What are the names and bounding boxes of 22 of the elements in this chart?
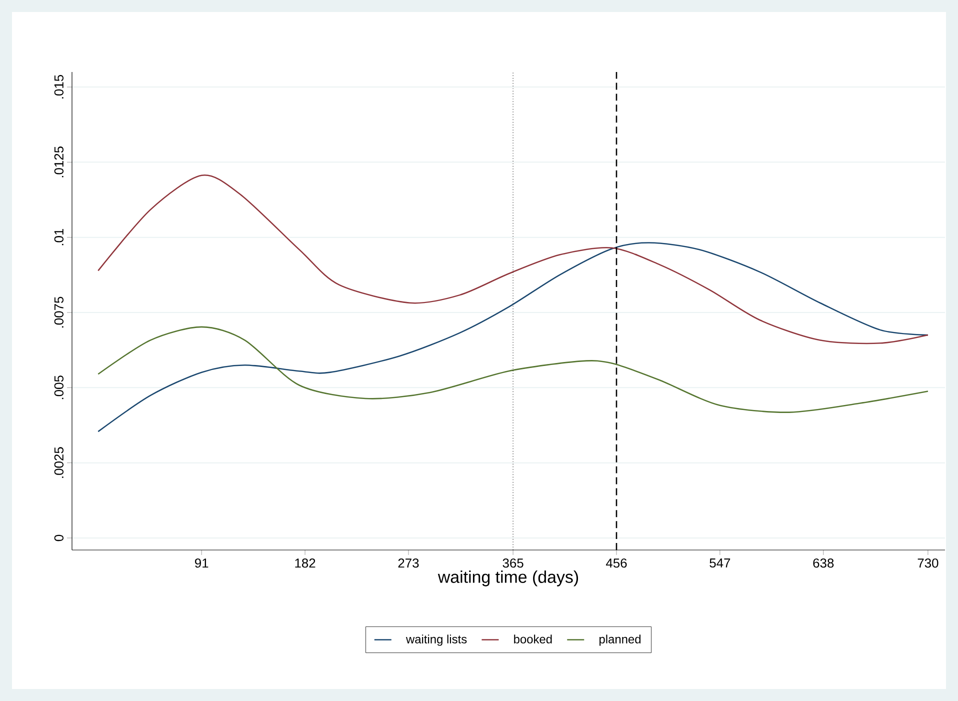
legend-label: booked [514,634,552,644]
x-tick-label: 365 [502,558,524,568]
y-tick-label: .0125 [54,146,64,178]
x-tick-label: 456 [606,558,627,568]
x-tick-label: 182 [295,558,316,568]
line-series [97,174,929,344]
y-tick-label: .005 [54,376,64,400]
y-tick-label: .01 [54,228,64,246]
x-tick-label: 638 [813,558,834,568]
x-tick-label: 547 [710,558,730,568]
legend-label: waiting lists [406,634,467,646]
x-tick-label: 91 [194,558,208,568]
y-tick-label: .015 [54,74,64,98]
x-axis-title: waiting time (days) [438,570,578,586]
line-series [97,242,929,432]
x-tick-label: 273 [398,558,419,568]
y-tick-label: .0025 [54,447,64,478]
x-tick-label: 730 [918,558,938,568]
y-tick-label: .0075 [54,296,64,328]
y-tick-label: 0 [54,534,64,542]
line-series [97,326,929,413]
legend-label: planned [599,634,640,646]
